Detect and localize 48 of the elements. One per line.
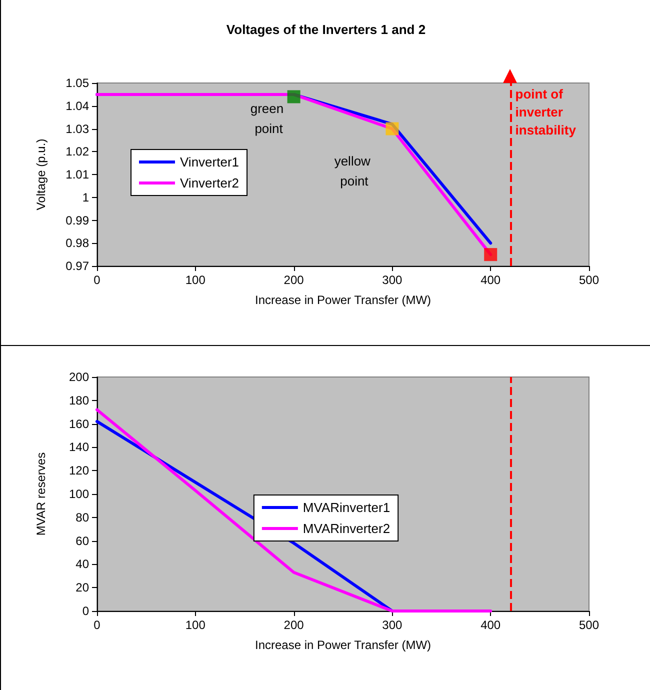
- y-tick-label: 0.97: [66, 259, 90, 273]
- x-axis-title: Increase in Power Transfer (MW): [254, 638, 432, 652]
- x-tick-label: 200: [284, 273, 304, 287]
- x-tick-label: 400: [480, 273, 501, 287]
- y-tick-label: 1.01: [66, 168, 90, 182]
- line-series: [96, 408, 492, 612]
- point: [287, 90, 300, 104]
- y-tick-label: 120: [68, 464, 90, 478]
- x-tick-label: 100: [185, 618, 206, 632]
- x-axis-title: Increase in Power Transfer (MW): [254, 293, 432, 307]
- y-tick-label: 1.02: [66, 144, 90, 159]
- x-tick-label: 0: [94, 273, 101, 287]
- x-tick-label: 500: [578, 618, 600, 632]
- y-axis-title: MVAR reserves: [34, 452, 48, 536]
- y-axis-title: Voltage (p.u.): [34, 138, 48, 210]
- chart-title: Voltages of the Inverters 1 and 2: [226, 22, 426, 37]
- y-tick-label: 1: [82, 190, 90, 204]
- annotation: yellow point: [334, 153, 374, 188]
- x-tick-label: 400: [480, 618, 501, 632]
- x-tick-label: 300: [382, 273, 403, 287]
- x-tick-label: 100: [185, 273, 206, 287]
- y-tick-label: 140: [68, 440, 90, 454]
- y-tick-label: 60: [76, 534, 90, 548]
- legend-label: MVARinverter1: [302, 500, 390, 515]
- legend-label: Vinverter2: [180, 176, 240, 190]
- y-tick-label: 180: [68, 393, 90, 408]
- y-tick-label: 1.04: [66, 98, 90, 113]
- point: [386, 122, 399, 136]
- legend-label: Vinverter1: [180, 154, 240, 170]
- y-tick-label: 1.03: [66, 122, 90, 136]
- ref-line-label: point of inverter instability: [515, 86, 577, 138]
- x-tick-label: 300: [382, 618, 403, 632]
- y-tick-label: 40: [76, 557, 90, 572]
- y-tick-label: 20: [76, 580, 90, 595]
- x-tick-label: 200: [284, 618, 304, 632]
- y-tick-label: 160: [68, 416, 90, 431]
- y-tick-label: 0.99: [66, 213, 90, 228]
- y-tick-label: 1.05: [66, 76, 90, 90]
- y-tick-label: 0.98: [66, 236, 90, 250]
- x-tick-label: 0: [94, 618, 101, 632]
- y-tick-label: 80: [76, 510, 90, 524]
- annotation: green point: [250, 101, 288, 136]
- point: [484, 248, 498, 262]
- y-tick-label: 0: [82, 604, 90, 618]
- x-tick-label: 500: [578, 273, 600, 287]
- y-tick-label: 200: [68, 370, 90, 384]
- legend-label: MVARinverter2: [302, 521, 390, 536]
- y-tick-label: 100: [68, 487, 90, 501]
